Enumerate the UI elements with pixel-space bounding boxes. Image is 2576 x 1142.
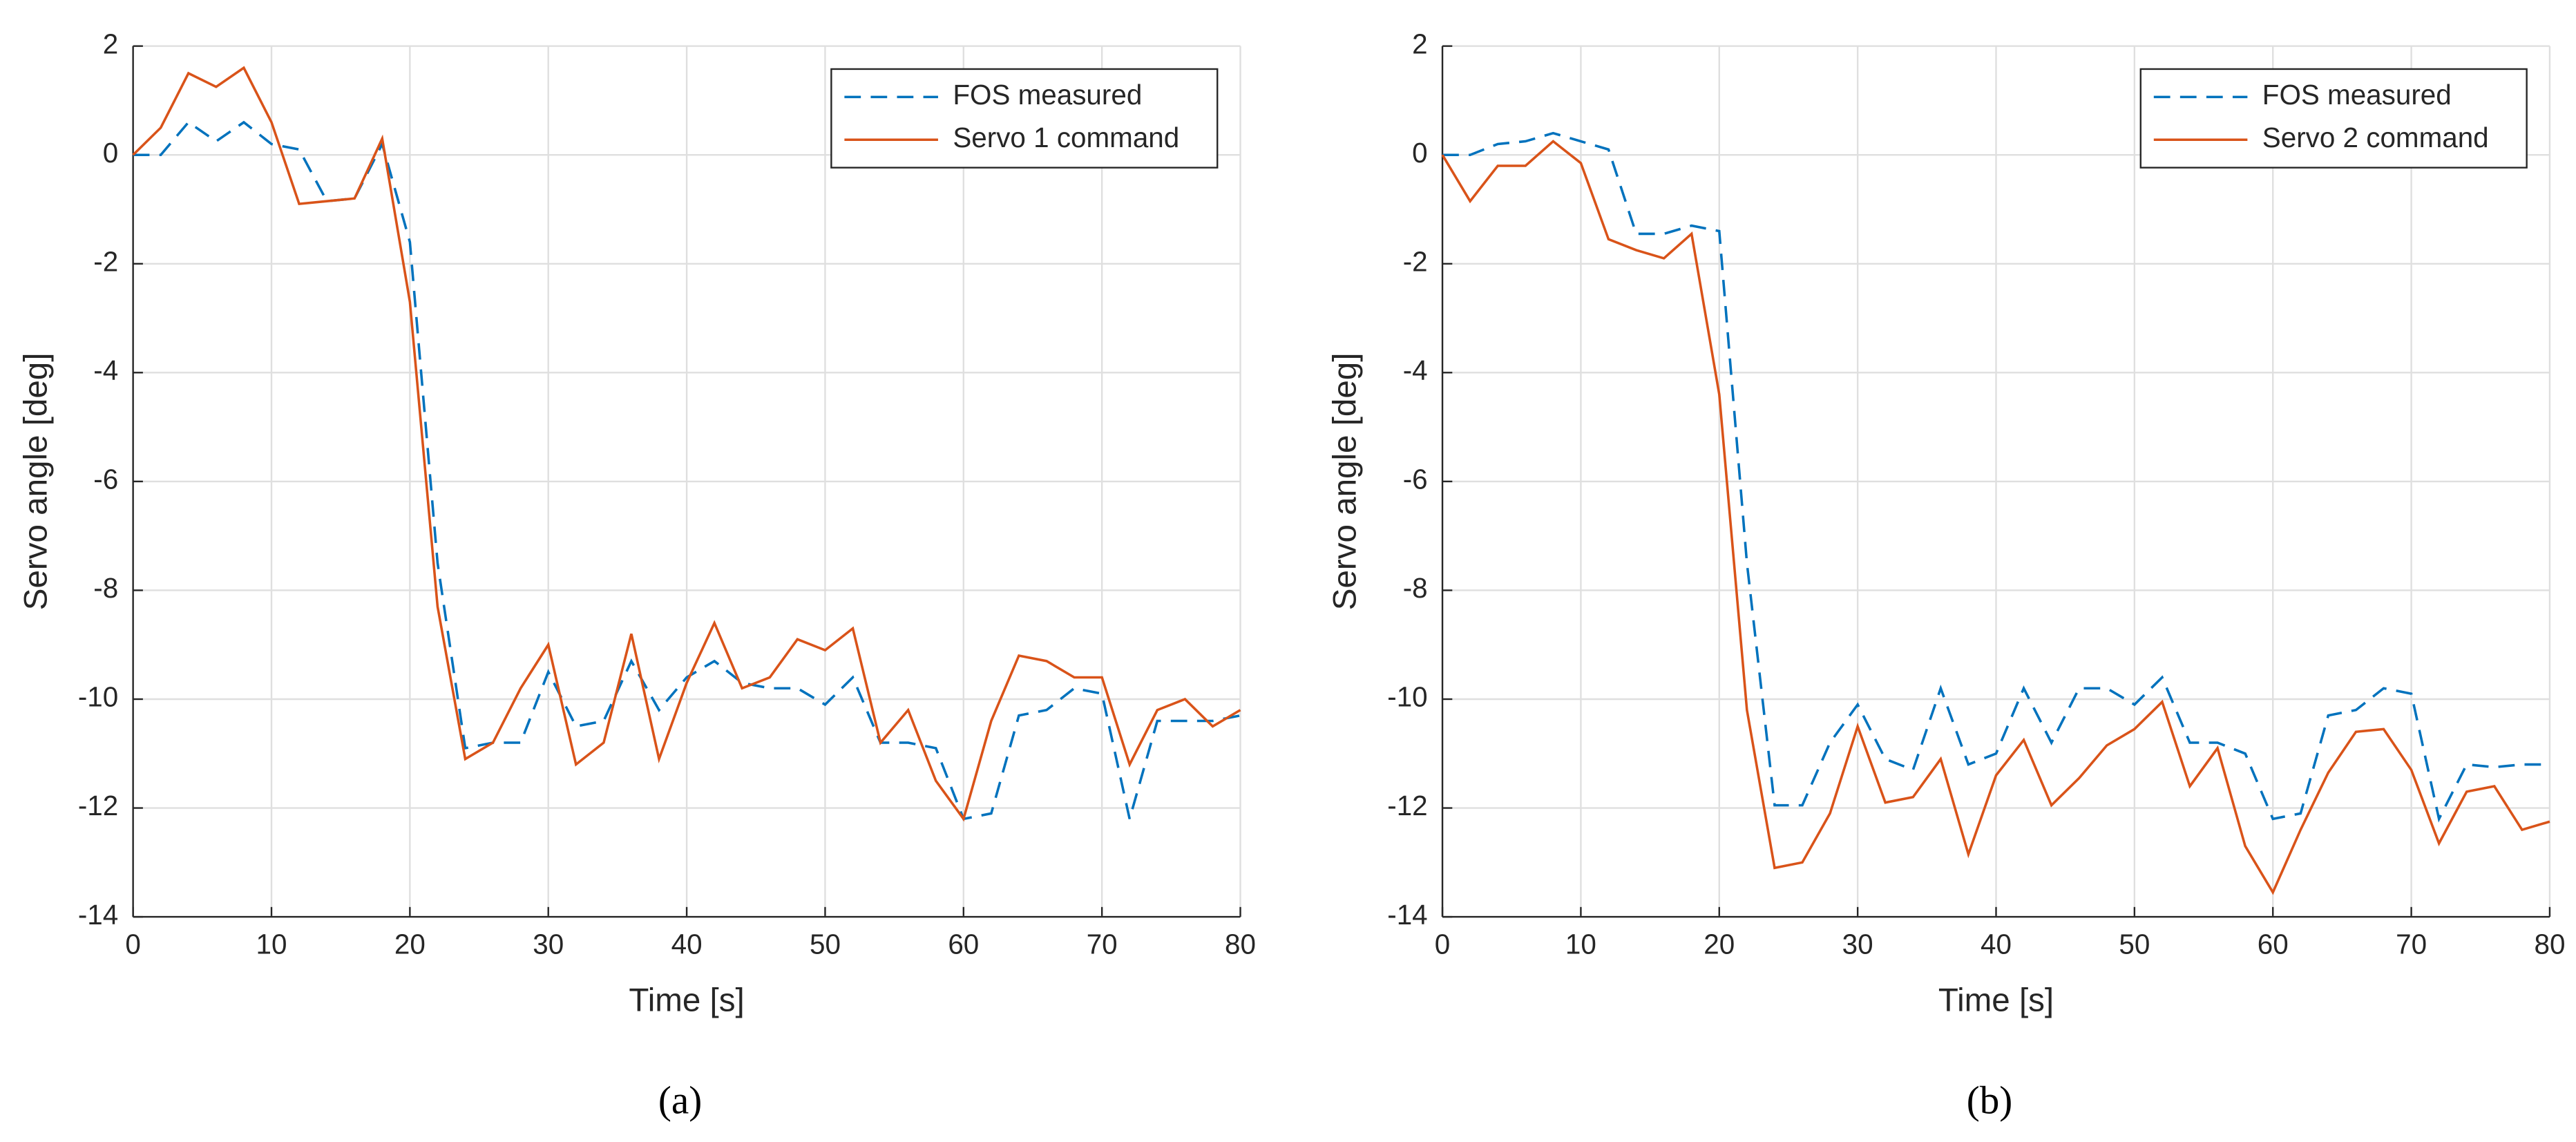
y-tick-label: 0	[103, 137, 118, 169]
data-line	[1442, 131, 2550, 823]
x-tick-label: 40	[671, 929, 703, 960]
x-axis-label: Time [s]	[629, 982, 744, 1018]
legend-label: FOS measured	[953, 79, 1142, 111]
y-tick-label: -4	[1403, 354, 1428, 386]
x-tick-label: 40	[1981, 929, 2012, 960]
y-axis-label: Servo angle [deg]	[17, 353, 54, 611]
y-axis-label: Servo angle [deg]	[1327, 353, 1364, 611]
x-tick-label: 10	[256, 929, 287, 960]
x-tick-label: 30	[1842, 929, 1873, 960]
y-tick-label: -6	[93, 464, 118, 495]
y-tick-label: -14	[78, 899, 118, 931]
legend-label: FOS measured	[2262, 79, 2452, 111]
y-tick-label: -12	[78, 790, 118, 821]
y-tick-label: -2	[93, 245, 118, 277]
data-line	[1441, 140, 2550, 895]
x-tick-label: 0	[1435, 929, 1450, 960]
y-tick-label: 2	[103, 28, 118, 59]
legend-box	[830, 68, 1219, 169]
data-line	[133, 120, 1241, 821]
x-axis-label: Time [s]	[1938, 982, 2054, 1018]
x-tick-label: 10	[1565, 929, 1596, 960]
y-tick-label: 0	[1412, 137, 1427, 169]
y-tick-label: -10	[78, 681, 118, 713]
x-tick-label: 80	[1225, 929, 1256, 960]
caption: (b)	[1967, 1078, 2013, 1122]
caption: (a)	[658, 1078, 702, 1122]
x-tick-label: 0	[125, 929, 140, 960]
y-tick-label: -8	[93, 572, 118, 604]
y-tick-label: -12	[1387, 790, 1427, 821]
y-tick-label: -6	[1403, 464, 1428, 495]
y-tick-label: -8	[1403, 572, 1428, 604]
x-tick-label: 70	[2396, 929, 2427, 960]
legend-label: Servo 2 command	[2262, 122, 2489, 153]
x-tick-label: 80	[2534, 929, 2565, 960]
x-tick-label: 20	[1704, 929, 1735, 960]
x-tick-label: 60	[2258, 929, 2289, 960]
y-tick-label: -4	[93, 354, 118, 386]
y-tick-label: -10	[1387, 681, 1427, 713]
x-tick-label: 50	[2119, 929, 2150, 960]
legend-box	[2139, 68, 2528, 169]
y-tick-label: 2	[1412, 28, 1427, 59]
y-tick-label: -14	[1387, 899, 1427, 931]
x-tick-label: 20	[394, 929, 426, 960]
legend-label: Servo 1 command	[953, 122, 1179, 153]
x-tick-label: 70	[1087, 929, 1118, 960]
y-tick-label: -2	[1403, 245, 1428, 277]
data-line	[132, 66, 1241, 822]
x-tick-label: 30	[533, 929, 564, 960]
x-tick-label: 50	[810, 929, 841, 960]
x-tick-label: 60	[948, 929, 979, 960]
